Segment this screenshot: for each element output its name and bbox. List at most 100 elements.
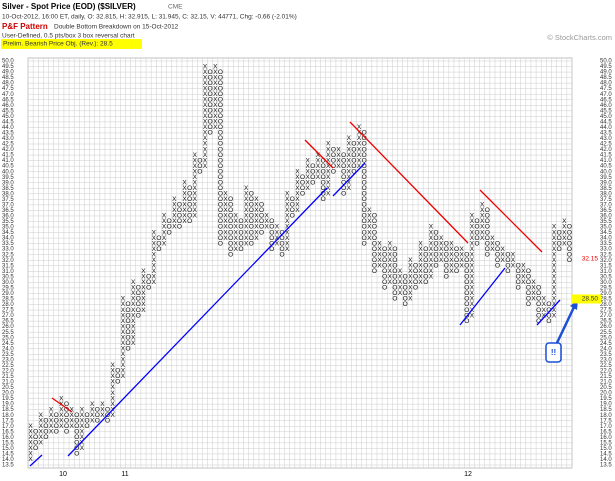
y-tick-label: 19.0	[2, 402, 14, 408]
x-box: X	[285, 229, 290, 236]
x-box: X	[470, 312, 475, 319]
x-box: X	[203, 146, 208, 153]
y-tick-label: 46.0	[2, 103, 14, 109]
x-box: X	[501, 257, 506, 264]
o-box: O	[516, 274, 521, 281]
x-box: X	[80, 412, 85, 419]
o-box: O	[156, 246, 161, 253]
o-box: O	[331, 157, 336, 164]
x-box: X	[429, 274, 434, 281]
x-box: X	[172, 202, 177, 209]
x-box: X	[357, 146, 362, 153]
x-box: X	[388, 240, 393, 247]
o-box: O	[218, 85, 223, 92]
y-tick-label: 37.5	[2, 197, 14, 203]
x-box: X	[264, 224, 269, 231]
x-box: X	[244, 185, 249, 192]
x-box: X	[562, 224, 567, 231]
o-box: O	[218, 179, 223, 186]
o-box: O	[433, 262, 438, 269]
x-box: X	[357, 163, 362, 170]
o-box: O	[454, 262, 459, 269]
x-box: X	[408, 262, 413, 269]
x-box: X	[182, 191, 187, 198]
x-box: X	[193, 202, 198, 209]
y-tick-label: 40.5	[2, 164, 14, 170]
y-tick-label: 22.0	[600, 368, 612, 374]
o-box: O	[280, 229, 285, 236]
x-box: X	[213, 102, 218, 109]
y-tick-label: 48.0	[2, 81, 14, 87]
x-box: X	[213, 80, 218, 87]
o-box: O	[372, 229, 377, 236]
o-box: O	[392, 290, 397, 297]
x-box: X	[131, 285, 136, 292]
y-tick-label: 21.0	[2, 380, 14, 386]
o-box: O	[464, 257, 469, 264]
o-box: O	[105, 417, 110, 424]
x-box: X	[234, 240, 239, 247]
o-box: O	[300, 179, 305, 186]
x-box: X	[223, 235, 228, 242]
o-box: O	[280, 246, 285, 253]
x-box: X	[152, 246, 157, 253]
o-box: O	[218, 119, 223, 126]
o-box: O	[115, 373, 120, 380]
y-tick-label: 23.0	[600, 357, 612, 363]
x-box: X	[316, 152, 321, 159]
y-tick-label: 15.0	[600, 446, 612, 452]
y-tick-label: 47.0	[2, 92, 14, 98]
x-box: X	[459, 246, 464, 253]
x-box: X	[295, 179, 300, 186]
y-tick-label: 18.5	[600, 407, 612, 413]
y-tick-label: 49.5	[600, 64, 612, 70]
o-box: O	[464, 285, 469, 292]
o-box: O	[249, 207, 254, 214]
o-box: O	[259, 202, 264, 209]
o-box: O	[413, 268, 418, 275]
o-box: O	[197, 168, 202, 175]
x-box: X	[418, 240, 423, 247]
y-tick-label: 48.0	[600, 81, 612, 87]
x-box: X	[152, 268, 157, 275]
o-box: O	[228, 229, 233, 236]
o-box: O	[495, 240, 500, 247]
x-box: X	[377, 246, 382, 253]
x-box: X	[470, 296, 475, 303]
y-tick-label: 23.5	[2, 352, 14, 358]
o-box: O	[331, 163, 336, 170]
x-box: X	[49, 412, 54, 419]
x-box: X	[131, 323, 136, 330]
o-box: O	[362, 174, 367, 181]
support-line	[536, 299, 561, 326]
x-box: X	[193, 213, 198, 220]
x-box: X	[28, 445, 33, 452]
o-box: O	[331, 152, 336, 159]
x-box: X	[285, 196, 290, 203]
y-tick-label: 37.5	[600, 197, 612, 203]
x-box: X	[521, 268, 526, 275]
y-tick-label: 47.5	[600, 86, 612, 92]
o-box: O	[208, 102, 213, 109]
o-box: O	[126, 329, 131, 336]
x-box: X	[141, 290, 146, 297]
x-box: X	[80, 417, 85, 424]
y-tick-label: 19.5	[2, 396, 14, 402]
x-box: X	[377, 257, 382, 264]
o-box: O	[464, 318, 469, 325]
x-box: X	[480, 229, 485, 236]
y-tick-label: 14.0	[2, 457, 14, 463]
x-box: X	[80, 423, 85, 430]
o-box: O	[362, 152, 367, 159]
boxes: XXXXXXXOOOOXXXXXXOOOOXXXXXOOOOXXXXXXOOOO…	[28, 63, 572, 463]
y-tick-label: 31.5	[600, 263, 612, 269]
x-box: X	[213, 119, 218, 126]
o-box: O	[269, 229, 274, 236]
x-box: X	[490, 240, 495, 247]
x-box: X	[347, 168, 352, 175]
o-box: O	[167, 229, 172, 236]
x-box: X	[111, 401, 116, 408]
x-box: X	[182, 218, 187, 225]
y-tick-label: 26.0	[600, 324, 612, 330]
o-box: O	[423, 262, 428, 269]
